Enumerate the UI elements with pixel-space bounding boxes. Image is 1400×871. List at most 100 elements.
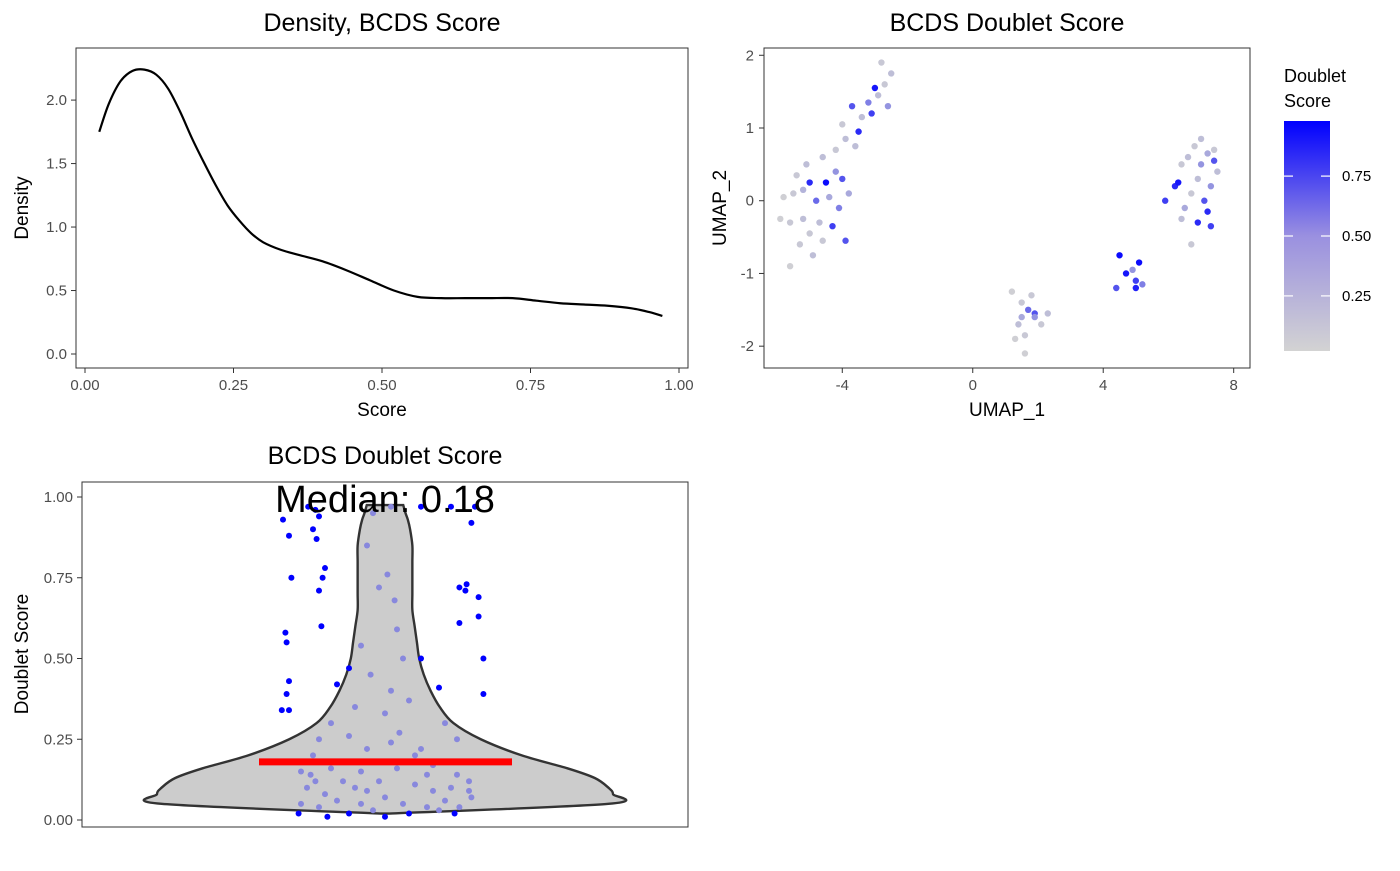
umap-point — [1214, 168, 1221, 175]
umap-plot-frame — [763, 47, 1251, 369]
violin-point — [388, 739, 394, 746]
density-y-label: Density — [12, 176, 33, 240]
violin-point — [454, 736, 460, 743]
violin-outlier-point — [313, 535, 320, 542]
umap-point — [793, 172, 800, 179]
umap-point — [790, 190, 797, 197]
violin-point — [394, 765, 400, 772]
umap-point — [1122, 270, 1130, 277]
violin-outlier-point — [286, 707, 292, 714]
violin-point — [388, 687, 394, 694]
violin-outlier-point — [316, 587, 322, 594]
violin-outlier-point — [286, 532, 292, 539]
violin-outlier-point — [282, 629, 289, 636]
violin-outlier-point — [346, 665, 352, 672]
violin-point — [358, 642, 364, 649]
umap-point — [1191, 142, 1198, 150]
umap-point — [1194, 219, 1202, 226]
violin-outlier-point — [475, 613, 482, 620]
umap-point — [1021, 350, 1029, 357]
violin-point — [364, 745, 370, 752]
umap-y-tick-label: 0 — [746, 193, 754, 210]
violin-outlier-point — [456, 584, 463, 591]
umap-point — [868, 110, 875, 117]
density-y-ticks: 0.0 0.5 1.0 1.5 2.0 — [46, 92, 76, 363]
umap-y-tick-label: 1 — [746, 120, 754, 137]
violin-point — [358, 800, 364, 807]
umap-point — [884, 102, 892, 110]
violin-outlier-point — [480, 655, 487, 662]
violin-outlier-point — [448, 503, 454, 510]
violin-point — [358, 768, 364, 775]
umap-point — [1197, 161, 1205, 168]
violin-point — [468, 794, 475, 801]
umap-point — [1181, 204, 1188, 212]
density-x-tick-label: 0.75 — [516, 377, 545, 394]
violin-point — [367, 671, 374, 678]
legend-title-line2: Score — [1284, 91, 1331, 111]
umap-point — [822, 179, 830, 186]
umap-point — [1129, 266, 1136, 274]
violin-point — [400, 800, 406, 807]
density-x-tick-label: 1.00 — [664, 377, 693, 394]
density-x-tick-label: 0.25 — [219, 377, 248, 394]
umap-point — [832, 146, 839, 154]
color-legend: Doublet Score 0.25 0.50 0.75 — [1284, 66, 1371, 351]
violin-outlier-point — [406, 810, 412, 817]
violin-point — [322, 791, 328, 798]
umap-point — [1188, 241, 1195, 248]
umap-y-label: UMAP_2 — [710, 170, 731, 246]
violin-y-tick-label: 0.25 — [44, 731, 73, 748]
violin-point — [298, 800, 304, 807]
violin-title: BCDS Doublet Score — [268, 442, 503, 470]
violin-y-tick-label: 1.00 — [44, 489, 73, 506]
umap-y-tick-label: 2 — [746, 47, 754, 64]
umap-point — [826, 193, 833, 201]
violin-outlier-point — [418, 655, 424, 662]
umap-point — [780, 193, 787, 201]
umap-point — [1201, 197, 1208, 204]
violin-point — [382, 794, 388, 801]
umap-title: BCDS Doublet Score — [890, 9, 1125, 37]
umap-point — [1021, 332, 1029, 339]
umap-point — [1178, 161, 1185, 168]
violin-point — [328, 720, 334, 727]
violin-point — [346, 733, 352, 740]
violin-point — [352, 784, 358, 791]
violin-plot-frame — [81, 481, 689, 828]
violin-outlier-point — [436, 684, 442, 691]
violin-point — [454, 771, 460, 778]
violin-point — [312, 778, 319, 785]
umap-point — [1178, 215, 1185, 223]
violin-point — [364, 542, 370, 549]
umap-point — [1018, 299, 1025, 306]
umap-point — [1038, 321, 1045, 328]
umap-point — [1113, 284, 1120, 292]
umap-point — [1210, 157, 1218, 164]
umap-point — [786, 262, 794, 270]
violin-outlier-point — [324, 813, 331, 820]
umap-point — [803, 161, 810, 168]
umap-point — [1008, 288, 1016, 295]
violin-point — [384, 571, 391, 578]
violin-outlier-point — [280, 516, 286, 523]
umap-point — [806, 179, 813, 186]
violin-outlier-point — [322, 565, 328, 572]
umap-point — [1015, 321, 1022, 328]
umap-point — [1028, 292, 1035, 299]
violin-panel: BCDS Doublet Score 0.000.250.500.751.00 … — [12, 442, 689, 829]
violin-outlier-point — [305, 503, 312, 510]
violin-point — [430, 787, 436, 794]
violin-point — [376, 778, 382, 785]
violin-point — [391, 597, 398, 604]
umap-point — [1025, 306, 1032, 314]
umap-point — [871, 84, 879, 92]
legend-tick-label: 0.50 — [1342, 228, 1371, 245]
violin-outlier-point — [468, 519, 475, 526]
violin-outlier-point — [295, 810, 302, 817]
violin-outlier-point — [319, 574, 326, 581]
density-plot-frame — [75, 47, 689, 369]
violin-y-tick-label: 0.50 — [44, 651, 73, 668]
